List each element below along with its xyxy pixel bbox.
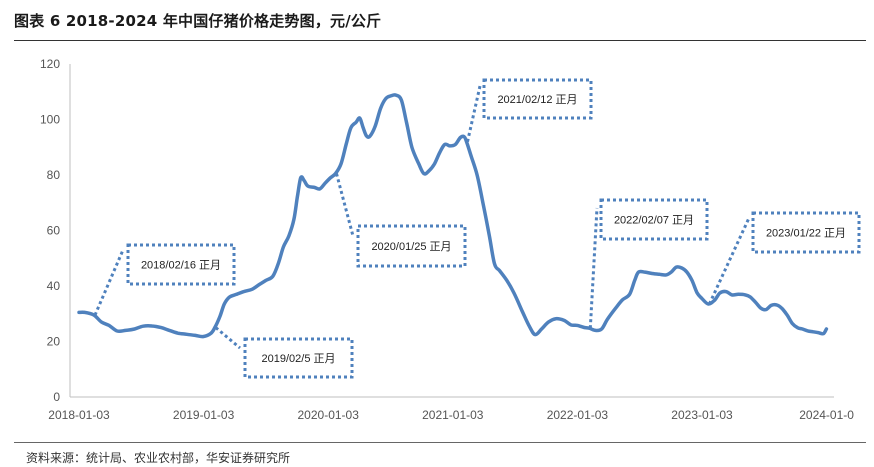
annotations: 2018/02/16 正月 2019/02/5 正月 2020/01/25 正月 20… (126, 78, 861, 379)
x-tick-label: 2024-01-0 (799, 408, 854, 422)
x-tick-label: 2019-01-03 (173, 408, 235, 422)
y-tick-label: 0 (53, 390, 60, 404)
annotation-label: 2021/02/12 正月 (497, 94, 577, 106)
title-rule (14, 40, 866, 41)
y-tick-label: 100 (40, 113, 60, 127)
annotation-leader (588, 207, 599, 329)
x-axis: 2018-01-03 2019-01-03 2020-01-03 2021-01-03… (48, 396, 854, 422)
y-tick-label: 120 (40, 57, 60, 71)
annotation-label: 2018/02/16 正月 (141, 260, 221, 272)
annotation-leader (335, 173, 355, 237)
annotation-label: 2023/01/22 正月 (766, 228, 846, 240)
annotation-label: 2022/02/07 正月 (614, 215, 694, 227)
source-note: 资料来源：统计局、农业农村部，华安证券研究所 (26, 451, 291, 465)
y-axis: 0 20 40 60 80 100 120 (40, 57, 71, 404)
annotation-leader (93, 249, 125, 316)
y-tick-label: 40 (47, 279, 61, 293)
annotation-label: 2019/02/5 正月 (262, 353, 336, 365)
y-tick-label: 60 (47, 224, 61, 238)
annotation-box (126, 243, 236, 286)
annotation-box (482, 78, 593, 120)
x-tick-label: 2022-01-03 (547, 408, 609, 422)
figure-title: 图表 6 2018-2024 年中国仔猪价格走势图，元/公斤 (14, 12, 382, 30)
x-tick-labels: 2018-01-03 2019-01-03 2020-01-03 2021-01-03… (48, 408, 854, 422)
series-line (77, 93, 829, 339)
x-tick-label: 2023-01-03 (671, 408, 733, 422)
annotation-leader (708, 217, 751, 305)
annotation-box (751, 211, 861, 254)
annotation-box (243, 337, 354, 379)
annotation-box (356, 224, 467, 268)
annotation-leaders (93, 85, 751, 350)
footer-rule (14, 442, 866, 443)
annotation-leader (214, 326, 241, 350)
annotation-box (599, 198, 709, 241)
x-tick-label: 2021-01-03 (422, 408, 484, 422)
annotation-label: 2020/01/25 正月 (371, 241, 451, 253)
y-tick-label: 80 (47, 168, 61, 182)
y-tick-label: 20 (47, 335, 61, 349)
annotation-leader (466, 85, 482, 143)
x-tick-label: 2020-01-03 (298, 408, 360, 422)
x-tick-label: 2018-01-03 (48, 408, 110, 422)
y-tick-labels: 0 20 40 60 80 100 120 (40, 57, 60, 404)
